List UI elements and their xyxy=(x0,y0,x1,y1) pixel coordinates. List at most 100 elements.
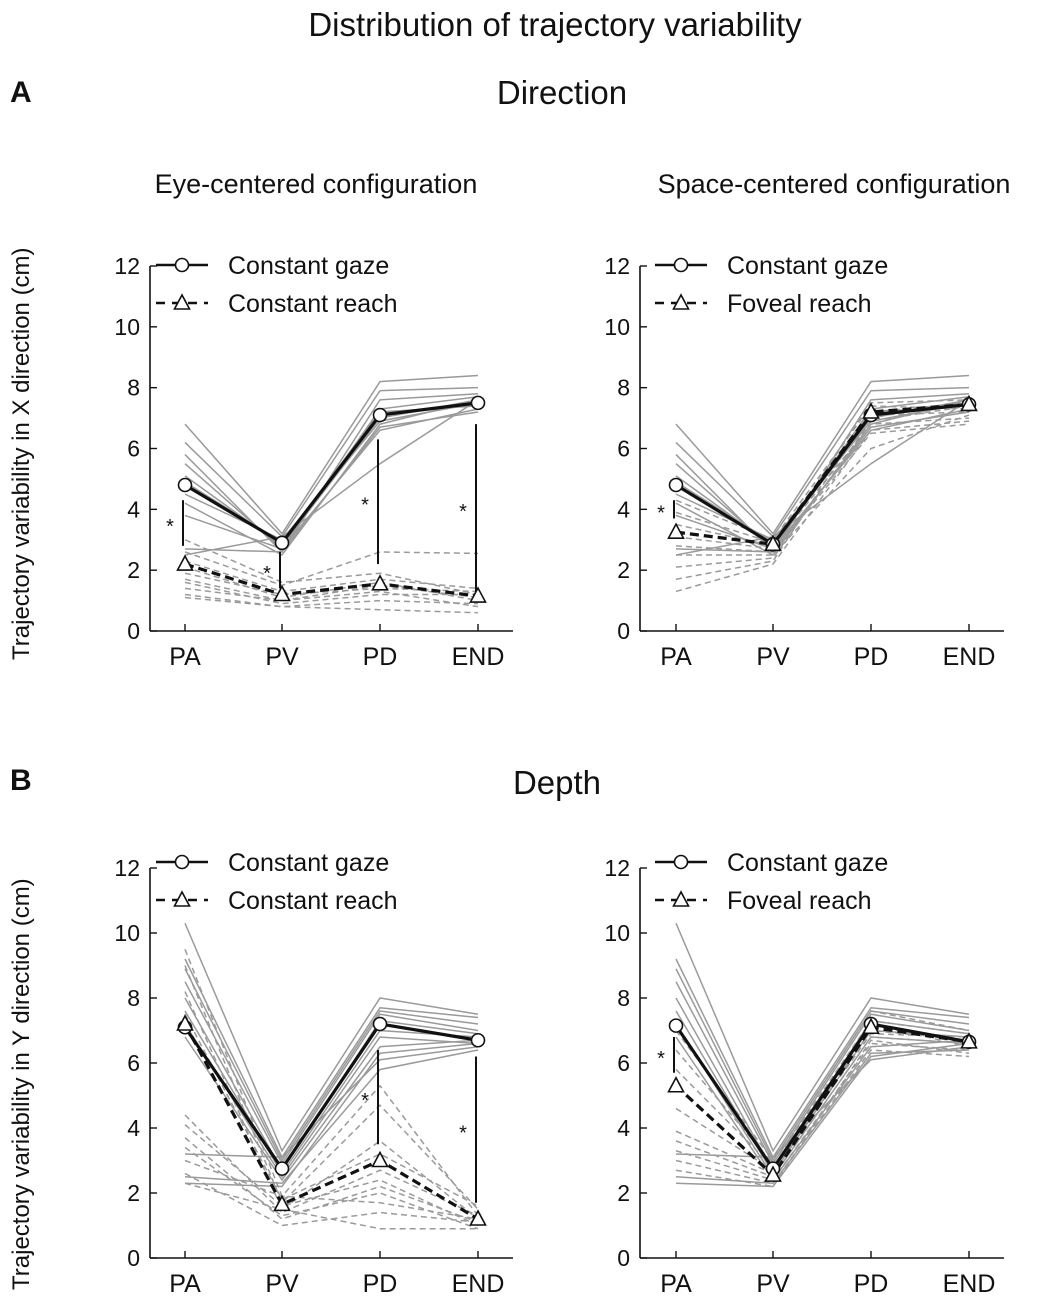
subject-line-solid xyxy=(675,958,970,1159)
legend-marker-circle xyxy=(673,257,689,273)
x-tick-label: PD xyxy=(854,1270,889,1298)
subject-line-dashed xyxy=(184,1124,479,1227)
subject-line-solid xyxy=(675,981,970,1166)
subject-line-dashed xyxy=(184,560,479,593)
y-tick-label: 2 xyxy=(127,1180,140,1206)
y-tick-label: 0 xyxy=(617,1245,630,1271)
y-tick-label: 8 xyxy=(617,985,630,1011)
series-line-1 xyxy=(184,562,479,598)
significance-star: * xyxy=(361,495,369,517)
subject-line-dashed xyxy=(675,1042,970,1181)
x-tick-label: PA xyxy=(660,643,692,671)
marker-circle xyxy=(274,535,290,551)
x-tick-label: PA xyxy=(169,1270,201,1298)
x-tick-label: END xyxy=(452,1270,505,1298)
subject-line-solid xyxy=(184,393,479,554)
marker-triangle xyxy=(273,584,291,602)
y-tick-label: 10 xyxy=(114,920,140,946)
significance-star: * xyxy=(657,502,665,524)
significance-star: * xyxy=(263,563,271,585)
legend-label-1: Constant reach xyxy=(228,290,398,318)
marker-triangle xyxy=(960,1032,978,1049)
y-tick-label: 10 xyxy=(604,314,630,340)
marker-circle xyxy=(274,1161,290,1176)
y-tick-label: 2 xyxy=(617,557,630,583)
y-tick-label: 0 xyxy=(617,618,630,644)
x-tick-label: PD xyxy=(363,1270,398,1298)
subject-line-solid xyxy=(184,1046,479,1159)
subject-line-dashed xyxy=(184,587,479,608)
x-tick-label: END xyxy=(943,643,996,671)
y-tick-label: 6 xyxy=(617,1050,630,1076)
x-tick-label: PV xyxy=(265,1270,299,1298)
marker-circle xyxy=(470,395,486,411)
subject-line-solid xyxy=(184,968,479,1162)
y-tick-label: 10 xyxy=(604,920,630,946)
marker-circle xyxy=(668,477,684,493)
legend-marker-circle xyxy=(174,257,190,273)
legend-label-0: Constant gaze xyxy=(228,849,389,877)
marker-triangle xyxy=(862,1017,880,1035)
y-tick-label: 12 xyxy=(114,855,140,881)
significance-star: * xyxy=(459,501,467,523)
marker-circle xyxy=(372,1016,388,1032)
subject-line-solid xyxy=(675,402,970,541)
legend-marker-triangle xyxy=(173,890,191,907)
subject-line-solid xyxy=(184,922,479,1153)
marker-circle xyxy=(470,1032,486,1048)
y-tick-label: 8 xyxy=(127,985,140,1011)
y-tick-label: 12 xyxy=(114,253,140,279)
series-line-0 xyxy=(183,1022,479,1172)
subject-line-solid xyxy=(184,399,479,556)
subject-line-dashed xyxy=(676,414,970,556)
subject-line-solid xyxy=(675,374,970,535)
subject-line-dashed xyxy=(184,1172,479,1227)
y-tick-label: 4 xyxy=(617,496,630,522)
subject-line-dashed xyxy=(184,1159,479,1220)
series-line-1 xyxy=(675,402,970,547)
marker-circle xyxy=(668,1018,684,1033)
x-tick-label: PV xyxy=(756,643,790,671)
significance-star: * xyxy=(361,1090,369,1112)
marker-triangle xyxy=(469,586,487,603)
marker-triangle xyxy=(469,1209,487,1226)
y-tick-label: 0 xyxy=(127,618,140,644)
legend-label-1: Foveal reach xyxy=(727,290,872,318)
y-tick-label: 8 xyxy=(617,375,630,401)
subject-line-dashed xyxy=(675,405,970,541)
y-tick-label: 0 xyxy=(127,1245,140,1271)
section-title-direction: Direction xyxy=(496,74,628,111)
y-tick-label: 6 xyxy=(127,436,140,462)
legend-marker-triangle xyxy=(672,890,690,907)
marker-triangle xyxy=(371,1150,389,1168)
subject-line-dashed xyxy=(184,566,479,602)
legend-marker-circle xyxy=(174,854,190,870)
y-tick-label: 2 xyxy=(617,1180,630,1206)
subject-line-solid xyxy=(184,1042,479,1188)
subject-line-dashed xyxy=(184,593,479,608)
x-tick-label: PA xyxy=(660,1270,692,1298)
series-line-1 xyxy=(183,1023,479,1221)
subject-line-dashed xyxy=(675,1019,970,1165)
marker-triangle xyxy=(960,394,978,412)
marker-triangle xyxy=(764,1165,782,1182)
subject-line-solid xyxy=(184,1036,479,1182)
y-tick-label: 10 xyxy=(114,314,140,340)
subject-line-dashed xyxy=(184,1114,479,1217)
legend-label-0: Constant gaze xyxy=(727,849,888,877)
subject-line-solid xyxy=(184,374,479,535)
subtitle-space-centered: Space-centered configuration xyxy=(657,169,1011,199)
x-tick-label: END xyxy=(943,1270,996,1298)
subject-line-solid xyxy=(184,402,479,541)
marker-circle xyxy=(177,477,193,493)
legend-label-0: Constant gaze xyxy=(228,252,389,280)
subject-line-solid xyxy=(184,1010,479,1175)
subject-line-solid xyxy=(184,386,479,538)
x-tick-label: END xyxy=(452,643,505,671)
legend-marker-circle xyxy=(673,854,689,870)
series-line-1 xyxy=(674,1025,970,1178)
subtitle-eye-centered: Eye-centered configuration xyxy=(154,169,478,199)
x-tick-label: PV xyxy=(265,643,299,671)
subject-line-dashed xyxy=(184,1013,479,1207)
